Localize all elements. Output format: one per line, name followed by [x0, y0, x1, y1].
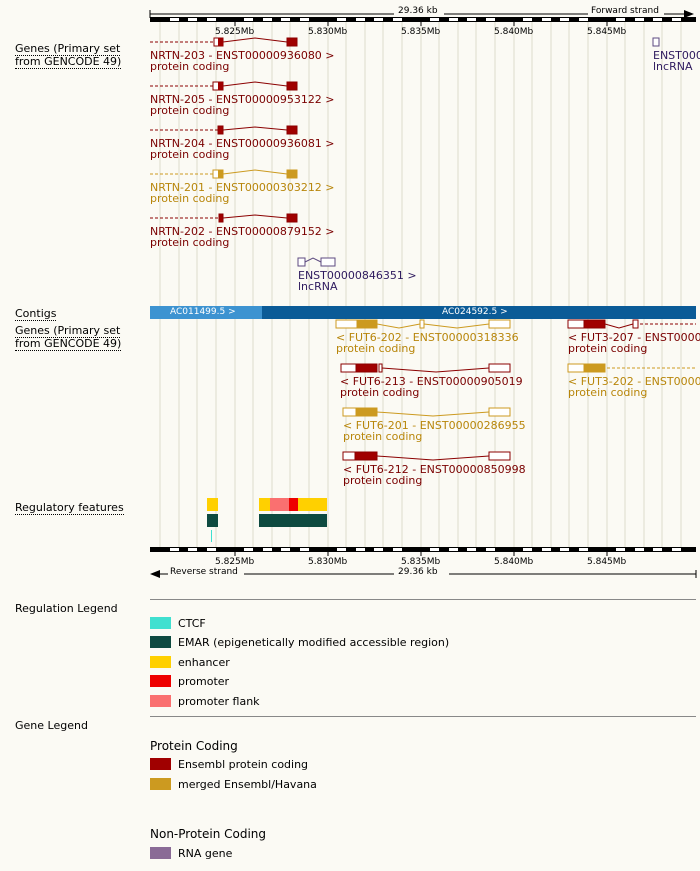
legend-label: RNA gene: [178, 848, 232, 860]
gene-biotype: protein coding: [343, 475, 422, 486]
gene-fut3-207: [568, 320, 696, 328]
top-tick-label: 5.845Mb: [587, 27, 626, 37]
top-tick-label: 5.830Mb: [308, 27, 347, 37]
top-strand-label: Forward strand: [591, 6, 659, 16]
gene-biotype: protein coding: [150, 149, 229, 160]
gene-nrtn-205: [150, 82, 297, 90]
contig-label[interactable]: AC011499.5 >: [170, 307, 236, 317]
track-label-genes-forward[interactable]: Genes (Primary set from GENCODE 49): [15, 42, 135, 68]
top-tick-label: 5.840Mb: [494, 27, 533, 37]
gene-fut6-201: [343, 408, 510, 416]
legend-label: promoter: [178, 676, 229, 688]
legend-swatch-enhancer: [150, 656, 171, 668]
top-tick-label: 5.825Mb: [215, 27, 254, 37]
gene-biotype: protein coding: [336, 343, 415, 354]
legend-swatch-promoter: [150, 675, 171, 687]
contig-label[interactable]: AC024592.5 >: [442, 307, 508, 317]
legend-label: CTCF: [178, 618, 206, 630]
gene-biotype: protein coding: [150, 193, 229, 204]
protein-coding-title: Protein Coding: [150, 739, 238, 753]
bottom-tick-label: 5.830Mb: [308, 557, 347, 567]
gene-biotype: protein coding: [340, 387, 419, 398]
gene-nrtn-201: [150, 170, 297, 178]
bottom-span-label: 29.36 kb: [398, 567, 438, 577]
legend-swatch-rna-gene: [150, 847, 171, 859]
gene-nrtn-203: [150, 38, 297, 46]
gene-biotype: protein coding: [150, 105, 229, 116]
bottom-tick-label: 5.825Mb: [215, 557, 254, 567]
top-span-label: 29.36 kb: [398, 6, 438, 16]
top-tick-label: 5.835Mb: [401, 27, 440, 37]
track-label-contigs[interactable]: Contigs: [15, 307, 56, 320]
legend-swatch-emar: [150, 636, 171, 648]
gene-fut6-202: [336, 320, 510, 328]
legend-divider: [150, 599, 696, 600]
legend-swatch-merged: [150, 778, 171, 790]
bottom-tick-label: 5.840Mb: [494, 557, 533, 567]
gene-fut6-213: [341, 364, 510, 372]
gene-biotype: protein coding: [343, 431, 422, 442]
gene-nrtn-204: [150, 126, 297, 134]
legend-swatch-promoter-flank: [150, 695, 171, 707]
legend-label: EMAR (epigenetically modified accessible…: [178, 637, 449, 649]
bottom-tick-label: 5.845Mb: [587, 557, 626, 567]
gene-biotype: lncRNA: [298, 281, 337, 292]
track-label-genes-reverse[interactable]: Genes (Primary set from GENCODE 49): [15, 324, 135, 350]
regulation-legend-title: Regulation Legend: [15, 602, 118, 615]
gene-biotype: protein coding: [150, 61, 229, 72]
legend-label: merged Ensembl/Havana: [178, 779, 317, 791]
track-label-regulatory[interactable]: Regulatory features: [15, 501, 124, 514]
bottom-tick-label: 5.835Mb: [401, 557, 440, 567]
gene-biotype: protein coding: [568, 343, 647, 354]
bottom-strand-label: Reverse strand: [170, 567, 238, 577]
gene-enst00000846351: [298, 258, 335, 266]
legend-label: promoter flank: [178, 696, 260, 708]
legend-swatch-ensembl-protein-coding: [150, 758, 171, 770]
legend-divider: [150, 716, 696, 717]
gene-enst000-lncrna: [653, 38, 659, 46]
gene-biotype: protein coding: [568, 387, 647, 398]
gene-nrtn-202: [150, 214, 297, 222]
gene-biotype: lncRNA: [653, 61, 692, 72]
gene-fut3-202: [568, 364, 696, 372]
gene-legend-title: Gene Legend: [15, 719, 88, 732]
legend-label: Ensembl protein coding: [178, 759, 308, 771]
non-protein-coding-title: Non-Protein Coding: [150, 827, 266, 841]
gene-fut6-212: [343, 452, 510, 460]
legend-label: enhancer: [178, 657, 230, 669]
gene-biotype: protein coding: [150, 237, 229, 248]
legend-swatch-ctcf: [150, 617, 171, 629]
